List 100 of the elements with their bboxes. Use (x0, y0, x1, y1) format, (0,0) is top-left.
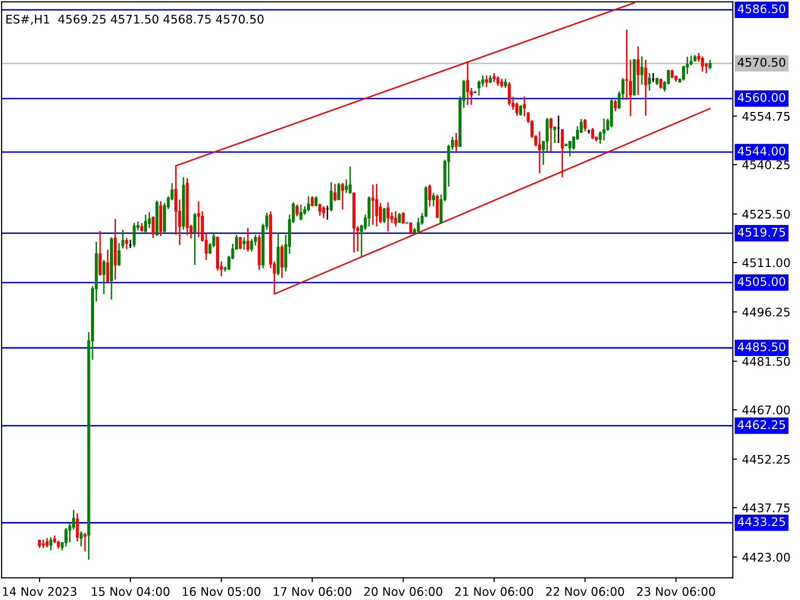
y-tick-label: 4554.75 (742, 112, 790, 121)
y-tick-label: 4452.25 (742, 454, 790, 464)
candlestick (416, 217, 420, 234)
y-tick-label: 4437.75 (742, 503, 790, 512)
candlestick (436, 194, 439, 219)
candlestick (132, 222, 136, 248)
ref-line-label: 4560.00 (738, 93, 786, 102)
candlestick (598, 130, 602, 144)
x-tick-label: 14 Nov 2023 (2, 587, 76, 596)
candlestick (591, 127, 594, 140)
candlestick (322, 206, 326, 219)
candlestick (337, 182, 340, 201)
candlestick (508, 81, 511, 106)
candlestick (102, 259, 106, 295)
candlestick (46, 537, 49, 548)
text: ES#,H1 4569.25 4571.50 4568.75 4570.50 (6, 14, 264, 25)
candlestick (296, 204, 299, 218)
candlestick (64, 527, 68, 548)
candlestick (614, 99, 617, 112)
x-tick-label: 20 Nov 06:00 (364, 587, 442, 596)
candlestick (318, 202, 322, 216)
candlestick (144, 214, 148, 234)
x-tick-label: 15 Nov 04:00 (92, 587, 170, 596)
candlestick (519, 104, 522, 116)
candlestick (568, 140, 572, 158)
candlestick (625, 28, 628, 101)
candlestick (330, 182, 333, 212)
y-tick-label: 4525.50 (742, 210, 790, 219)
candlestick (504, 78, 507, 89)
candlestick (238, 236, 242, 250)
candlestick (549, 117, 552, 152)
candlestick (466, 60, 470, 106)
candlestick (80, 530, 83, 548)
y-tick-label: 4496.25 (742, 308, 790, 317)
candlestick (193, 212, 196, 266)
candlestick (250, 238, 254, 252)
candlestick (704, 62, 708, 74)
x-tick-label: 21 Nov 06:00 (455, 587, 534, 596)
candlestick (49, 536, 52, 552)
ref-line-label: 4462.25 (738, 420, 785, 430)
candlestick (659, 78, 662, 90)
ref-line-label: 4505.00 (738, 277, 786, 286)
candlestick (83, 532, 86, 552)
candlestick (152, 216, 155, 239)
candlestick (118, 242, 121, 267)
y-tick-label: 4511.00 (742, 258, 790, 268)
candlestick (348, 166, 352, 194)
candlestick (454, 132, 458, 152)
candlestick (560, 128, 564, 178)
candlestick (242, 236, 246, 250)
candlestick (708, 59, 712, 70)
candlestick (553, 126, 556, 144)
candlestick (314, 196, 318, 207)
candlestick (280, 244, 284, 279)
ref-line-label: 4485.50 (738, 342, 786, 352)
candlestick (701, 56, 704, 72)
candlestick (197, 200, 200, 238)
candlestick (538, 130, 542, 174)
candlestick (306, 196, 310, 212)
candlestick (299, 204, 302, 222)
candlestick (125, 237, 128, 250)
ref-line-label: 4519.75 (738, 228, 785, 237)
candlestick (584, 118, 587, 132)
candlestick (602, 118, 606, 142)
candlestick (644, 59, 648, 116)
candlestick (640, 56, 644, 86)
candlestick (344, 178, 348, 194)
candlestick (485, 74, 488, 88)
ref-line-label: 4570.50 (738, 58, 786, 67)
ref-line-label: 4433.25 (738, 517, 785, 526)
candlestick (390, 212, 394, 224)
candlestick (636, 46, 640, 96)
candlestick (386, 202, 390, 232)
ref-line-label: 4586.50 (738, 4, 786, 14)
candlestick (76, 512, 79, 542)
y-tick-label: 4540.25 (742, 160, 790, 170)
x-tick-label: 16 Nov 05:00 (182, 587, 260, 596)
candlestick (648, 72, 651, 92)
candlestick (394, 210, 398, 228)
candlestick (546, 117, 549, 152)
candlestick (371, 184, 374, 226)
candlestick (98, 230, 102, 276)
candlestick (341, 182, 344, 210)
y-tick-label: 4467.00 (742, 406, 790, 414)
x-tick-label: 17 Nov 06:00 (274, 587, 352, 596)
candlestick (428, 184, 432, 207)
candlestick (106, 249, 110, 283)
candlestick (368, 196, 371, 228)
candlestick (121, 229, 124, 250)
candlestick (375, 183, 378, 228)
candlestick (492, 72, 496, 83)
candlestick (432, 192, 435, 207)
x-tick-label: 22 Nov 06:00 (546, 587, 624, 596)
candlestick (496, 76, 500, 86)
candlestick (477, 80, 480, 96)
y-tick-label: 4481.50 (742, 356, 790, 366)
candlestick (246, 227, 250, 252)
candlestick (409, 222, 412, 234)
x-tick-label: 23 Nov 06:00 (637, 587, 715, 596)
candlestick (398, 212, 401, 224)
